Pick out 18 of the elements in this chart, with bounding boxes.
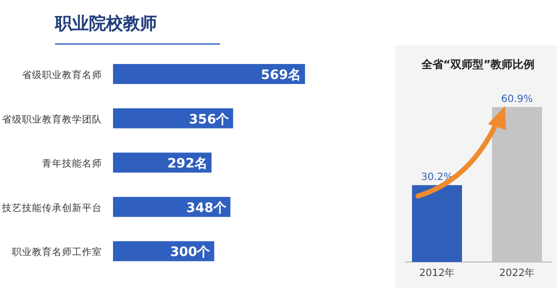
y-tick-label: 职业教育名师工作室	[12, 246, 102, 258]
bar	[113, 108, 234, 128]
y-tick-label: 省级职业教育名师	[22, 69, 102, 81]
chart-title: 全省“双师型”教师比例	[420, 58, 535, 71]
x-tick-label: 2012年	[419, 267, 455, 279]
x-tick-label: 2022年	[499, 267, 535, 279]
bar	[113, 196, 230, 217]
data-label: 292名	[167, 156, 208, 172]
y-tick-label: 技艺技能传承创新平台	[1, 202, 102, 214]
data-label: 569名	[260, 68, 301, 83]
data-label: 348个	[186, 200, 228, 216]
y-tick-label: 青年技能名师	[42, 158, 102, 170]
y-tick-label: 省级职业教育教学团队	[2, 113, 102, 126]
chart-title: 职业院校教师	[54, 14, 157, 34]
data-label: 60.9%	[501, 94, 533, 105]
data-label: 300个	[170, 245, 212, 260]
data-label: 356个	[188, 112, 230, 128]
bar	[113, 64, 305, 84]
